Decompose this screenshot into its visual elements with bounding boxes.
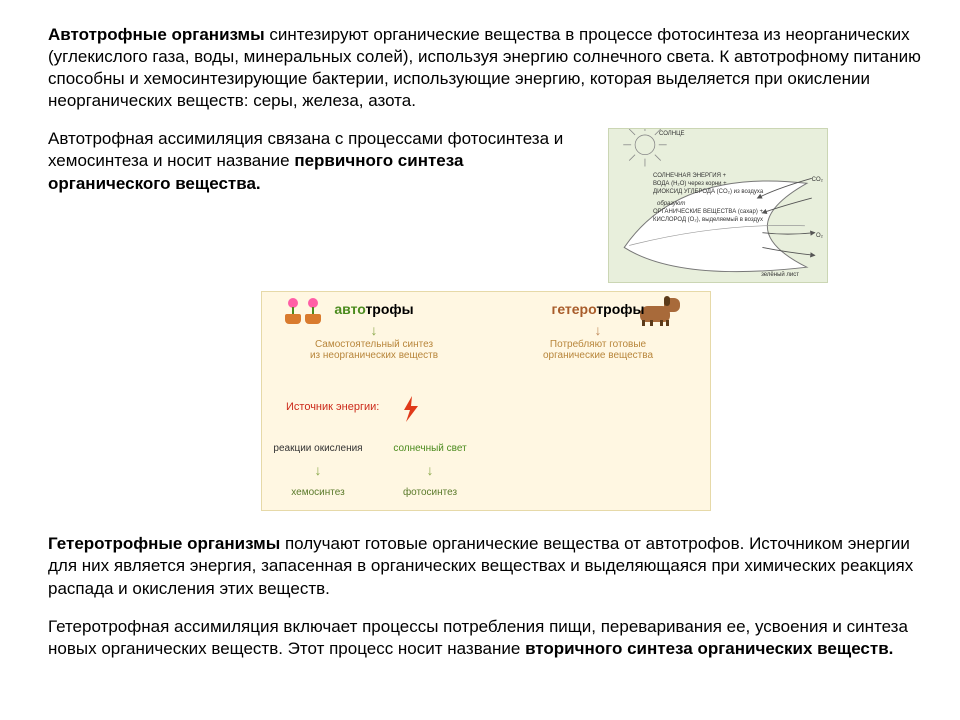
paragraph-heterotroph-assimilation: Гетеротрофная ассимиляция включает проце… — [48, 616, 924, 660]
autotroph-heading: автотрофы — [262, 300, 486, 318]
leaf-out2: КИСЛОРОД (O₂), выделяемый в воздух — [653, 217, 763, 223]
reaction-oxidation-label: реакции окисления — [262, 442, 374, 455]
heterotroph-heading: гетеротрофы — [486, 300, 710, 318]
autotroph-subtext: Самостоятельный синтез из неорганических… — [262, 339, 486, 362]
paragraph-autotroph-definition: Автотрофные организмы синтезируют органи… — [48, 24, 924, 112]
energy-source-label: Источник энергии: — [286, 400, 379, 414]
heterotroph-term: Гетеротрофные организмы — [48, 534, 280, 553]
leaf-in1: СОЛНЕЧНАЯ ЭНЕРГИЯ + — [653, 173, 726, 179]
sunlight-label: солнечный свет — [374, 442, 486, 455]
arrow-down-icon: ↓ — [262, 463, 374, 477]
trophic-diagram: автотрофы ↓ Самостоятельный синтез из не… — [261, 291, 711, 511]
leaf-o2: O₂ — [816, 233, 823, 239]
paragraph-autotroph-assimilation: Автотрофная ассимиляция связана с процес… — [48, 128, 588, 194]
arrow-down-icon: ↓ — [486, 323, 710, 337]
leaf-out-hdr: образуют — [657, 201, 685, 207]
arrow-down-icon: ↓ — [262, 323, 486, 337]
heterotroph-subtext: Потребляют готовые органические вещества — [486, 339, 710, 362]
p4-text-b: вторичного синтеза органических веществ. — [525, 639, 893, 658]
arrow-down-icon: ↓ — [374, 463, 486, 477]
leaf-photosynthesis-figure: СОЛНЦЕ СОЛНЕЧНАЯ ЭНЕРГИЯ + ВОДА (H₂O) че… — [608, 128, 828, 283]
leaf-co2: CO₂ — [812, 177, 823, 183]
photosynthesis-label: фотосинтез — [374, 486, 486, 499]
autotroph-term: Автотрофные организмы — [48, 25, 265, 44]
chemosynthesis-label: хемосинтез — [262, 486, 374, 499]
sun-label: СОЛНЦЕ — [659, 131, 685, 137]
leaf-name: зелёный лист — [761, 272, 799, 278]
leaf-out1: ОРГАНИЧЕСКИЕ ВЕЩЕСТВА (сахар) + — [653, 209, 763, 215]
leaf-in3: ДИОКСИД УГЛЕРОДА (CO₂) из воздуха — [653, 189, 763, 195]
paragraph-heterotroph-definition: Гетеротрофные организмы получают готовые… — [48, 533, 924, 599]
leaf-in2: ВОДА (H₂O) через корни + — [653, 181, 727, 187]
